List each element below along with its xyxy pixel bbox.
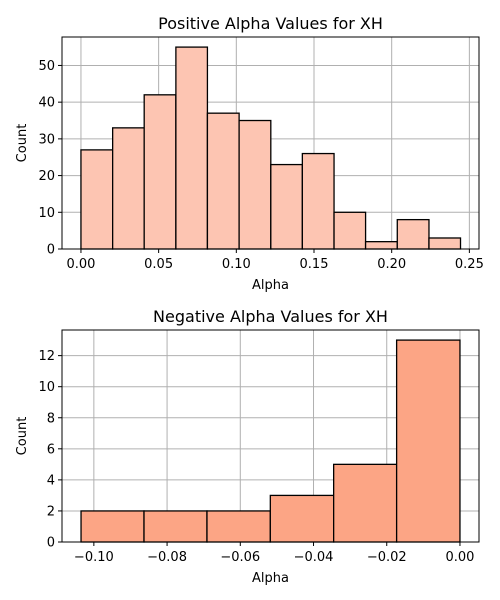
y-axis-label: Count <box>15 417 30 456</box>
x-tick-label: −0.02 <box>367 550 407 565</box>
y-tick-label: 40 <box>38 96 55 111</box>
y-tick-label: 0 <box>47 536 55 551</box>
y-tick-label: 4 <box>47 473 55 488</box>
positive-alpha-chart: 0.00 0.05 0.10 0.15 0.20 0.25 0 10 20 30 40 50 Posit… <box>15 14 484 293</box>
x-tick-label: 0.20 <box>377 257 406 272</box>
y-tick-label: 10 <box>38 380 55 395</box>
y-tick-label: 0 <box>47 243 55 258</box>
x-tick-label: 0.00 <box>66 257 95 272</box>
histogram-bar <box>80 510 145 543</box>
y-tick-label: 10 <box>38 206 55 221</box>
x-tick-label: 0.00 <box>445 550 474 565</box>
histogram-bar <box>396 218 430 250</box>
histogram-bar <box>333 463 398 543</box>
histogram-bar <box>143 510 208 543</box>
negative-alpha-chart: −0.10 −0.08 −0.06 −0.04 −0.02 0.00 0 2 4 6 8 10 12 Ne… <box>15 307 480 586</box>
x-tick-label: −0.08 <box>147 550 187 565</box>
x-tick-label: −0.06 <box>220 550 260 565</box>
histogram-bar <box>269 494 335 543</box>
y-tick-label: 12 <box>38 349 55 364</box>
histogram-bar <box>206 510 271 543</box>
x-tick-label: −0.10 <box>74 550 114 565</box>
histogram-bar <box>333 211 367 250</box>
x-tick-label: −0.04 <box>294 550 334 565</box>
histogram-bar <box>111 127 145 250</box>
y-tick-label: 50 <box>38 59 55 74</box>
y-tick-label: 6 <box>47 442 55 457</box>
histogram-bar <box>175 46 209 250</box>
x-axis-label: Alpha <box>252 571 289 586</box>
histogram-bar <box>238 119 272 250</box>
x-tick-label: 0.10 <box>222 257 251 272</box>
y-tick-label: 30 <box>38 132 55 147</box>
x-tick-label: 0.05 <box>144 257 173 272</box>
histogram-bar <box>270 163 303 250</box>
histogram-bar <box>364 241 398 250</box>
histogram-bar <box>143 94 177 250</box>
plot-frame <box>61 329 480 543</box>
plot-frame <box>61 36 480 250</box>
y-tick-label: 2 <box>47 504 55 519</box>
histogram-bar <box>80 149 114 250</box>
x-tick-label: 0.25 <box>455 257 484 272</box>
x-tick-label: 0.15 <box>300 257 329 272</box>
x-axis-label: Alpha <box>252 278 289 293</box>
histogram-bar <box>301 152 335 250</box>
y-axis-label: Count <box>15 124 30 163</box>
histogram-bar <box>206 112 240 250</box>
histogram-bar <box>395 339 461 543</box>
chart-title: Negative Alpha Values for XH <box>153 307 388 326</box>
y-tick-label: 8 <box>47 411 55 426</box>
histogram-bar <box>428 237 462 250</box>
y-tick-label: 20 <box>38 169 55 184</box>
chart-title: Positive Alpha Values for XH <box>158 14 383 33</box>
